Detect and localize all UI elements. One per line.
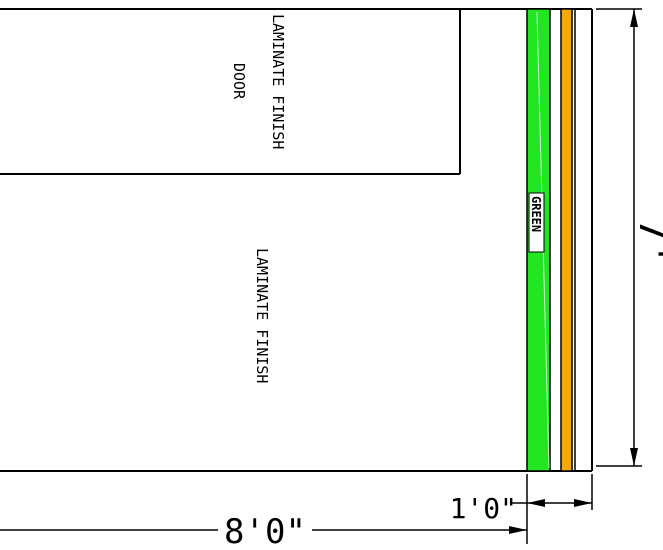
height-arrow-bottom	[630, 448, 638, 466]
width-arrow-right	[509, 526, 527, 534]
width-dimension-label: 8'0"	[224, 512, 306, 550]
depth-dimension-label: 1'0"	[450, 492, 517, 525]
depth-arrow-right	[574, 499, 592, 507]
green-tag-label: GREEN	[529, 196, 543, 232]
green-tag-box	[528, 192, 545, 253]
depth-arrow-left	[527, 499, 545, 507]
height-arrow-top	[630, 9, 638, 27]
height-dimension-label: 7'	[630, 218, 663, 266]
door-finish-label: LAMINATE FINISH	[269, 14, 287, 149]
door-outline	[0, 9, 461, 175]
panel-outline	[0, 8, 593, 472]
width-dimension	[0, 526, 527, 534]
orange-edge-band	[560, 8, 573, 472]
panel-finish-label: LAMINATE FINISH	[253, 248, 271, 383]
height-dimension	[596, 8, 642, 467]
door-label: DOOR	[230, 63, 248, 100]
depth-dimension	[510, 474, 593, 544]
